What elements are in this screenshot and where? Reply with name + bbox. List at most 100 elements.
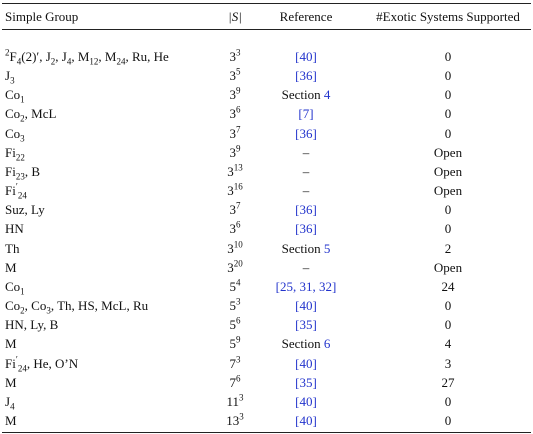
text-segment: HN [5,221,24,237]
text-segment: 3 [229,125,237,141]
reference: [35] [295,317,317,333]
text-segment: 3 [227,259,234,275]
superscript: 4 [236,277,241,288]
text-segment: Suz, Ly [5,202,45,218]
reference-link[interactable]: [40] [295,298,317,314]
header-rule [2,29,531,30]
exotic-count: 0 [444,298,452,314]
reference: [40] [295,413,317,429]
superscript: 7 [236,124,241,135]
reference: [40] [295,298,317,314]
text-segment: J [5,393,11,409]
subscript: 2 [20,114,25,125]
text-segment: M [5,259,17,275]
text-segment: 3 [229,68,237,84]
set-size: 33 [230,47,241,65]
superscript: 6 [236,315,241,326]
reference-link[interactable]: [36] [295,221,317,237]
set-size: 53 [230,296,241,314]
superscript: 2 [5,47,10,58]
text-segment: , Co [24,298,47,314]
text-segment: 3 [227,183,234,199]
reference: [35] [295,375,317,391]
reference: [40] [295,394,317,410]
text-segment: Section [281,336,324,352]
exotic-count: 3 [444,355,452,371]
reference: – [303,164,310,180]
exotic-count: 0 [444,317,452,333]
exotic-count: 0 [444,68,452,84]
reference-link[interactable]: 6 [323,336,331,352]
reference-link[interactable]: 5 [323,240,331,256]
reference: Section 5 [282,241,331,257]
reference-link[interactable]: [36] [295,125,317,141]
exotic-count: Open [433,163,463,179]
set-size: 113 [226,392,244,410]
simple-group: Fi23, B [5,164,40,182]
set-size: 36 [230,221,241,237]
reference: [36] [295,68,317,84]
simple-group: Th [5,241,19,257]
subscript: 23 [15,171,25,182]
simple-group: Co2, Co3, Th, HS, McL, Ru [5,298,148,316]
superscript: 9 [236,335,241,346]
reference-link[interactable]: [40] [295,393,317,409]
text-segment: – [302,259,310,275]
simple-group: M [5,260,17,276]
set-size: 73 [229,354,241,372]
simple-group: J4 [5,393,15,412]
reference-link[interactable]: [36] [295,68,317,84]
superscript: 3 [239,411,244,422]
reference-link[interactable]: [40] [295,355,317,371]
simple-group: Suz, Ly [5,202,45,218]
reference: – [303,260,310,276]
subscript: 1 [20,94,25,105]
simple-group: 2F4(2)′, J2, J4, M12, M24, Ru, He [5,47,169,67]
reference-link[interactable]: [7] [298,106,314,122]
subscript: 2 [20,305,25,316]
reference: – [303,145,310,161]
text-segment: 7 [229,374,237,390]
text-segment: Co [5,106,21,122]
superscript: 3 [239,392,244,403]
text-segment: , Ru, He [125,49,169,64]
text-segment: 7 [229,355,237,371]
reference-link[interactable]: 4 [323,87,331,103]
column-header: #Exotic Systems Supported [376,9,520,24]
set-size: 320 [227,259,243,276]
reference-link[interactable]: [35] [295,317,317,333]
exotic-count: 0 [444,393,452,409]
reference-link[interactable]: [25, 31, 32] [275,278,337,294]
subscript: 4 [10,401,15,412]
subscript: 4 [16,56,22,67]
reference-link[interactable]: [40] [295,413,317,429]
subscript: 24 [17,363,27,374]
simple-group: M [5,413,17,429]
reference-link[interactable]: [35] [295,374,317,390]
text-segment: 3 [229,202,237,218]
text-segment: 5 [229,278,237,294]
set-size: 316 [227,182,243,199]
column-header: Simple Group [5,9,79,24]
text-segment: Fi [5,355,16,371]
exotic-count: Open [433,183,463,199]
simple-group: Fi22 [5,145,25,162]
subscript: 3 [10,75,15,86]
superscript: 3 [236,354,241,365]
set-size: 310 [227,240,243,257]
text-segment: – [302,183,310,199]
superscript: 3 [236,47,241,58]
simple-group: M [5,336,17,352]
simple-group: Fi′24 [5,182,27,200]
reference-link[interactable]: [40] [295,49,317,64]
subscript: 4 [66,56,72,67]
superscript: 5 [236,66,241,77]
set-size: 56 [230,315,241,333]
superscript: 9 [236,85,241,96]
reference-link[interactable]: [36] [295,202,317,218]
superscript: 3 [236,296,241,307]
superscript: 7 [236,200,241,211]
exotic-count: 0 [444,202,452,218]
text-segment: Co [5,298,21,314]
